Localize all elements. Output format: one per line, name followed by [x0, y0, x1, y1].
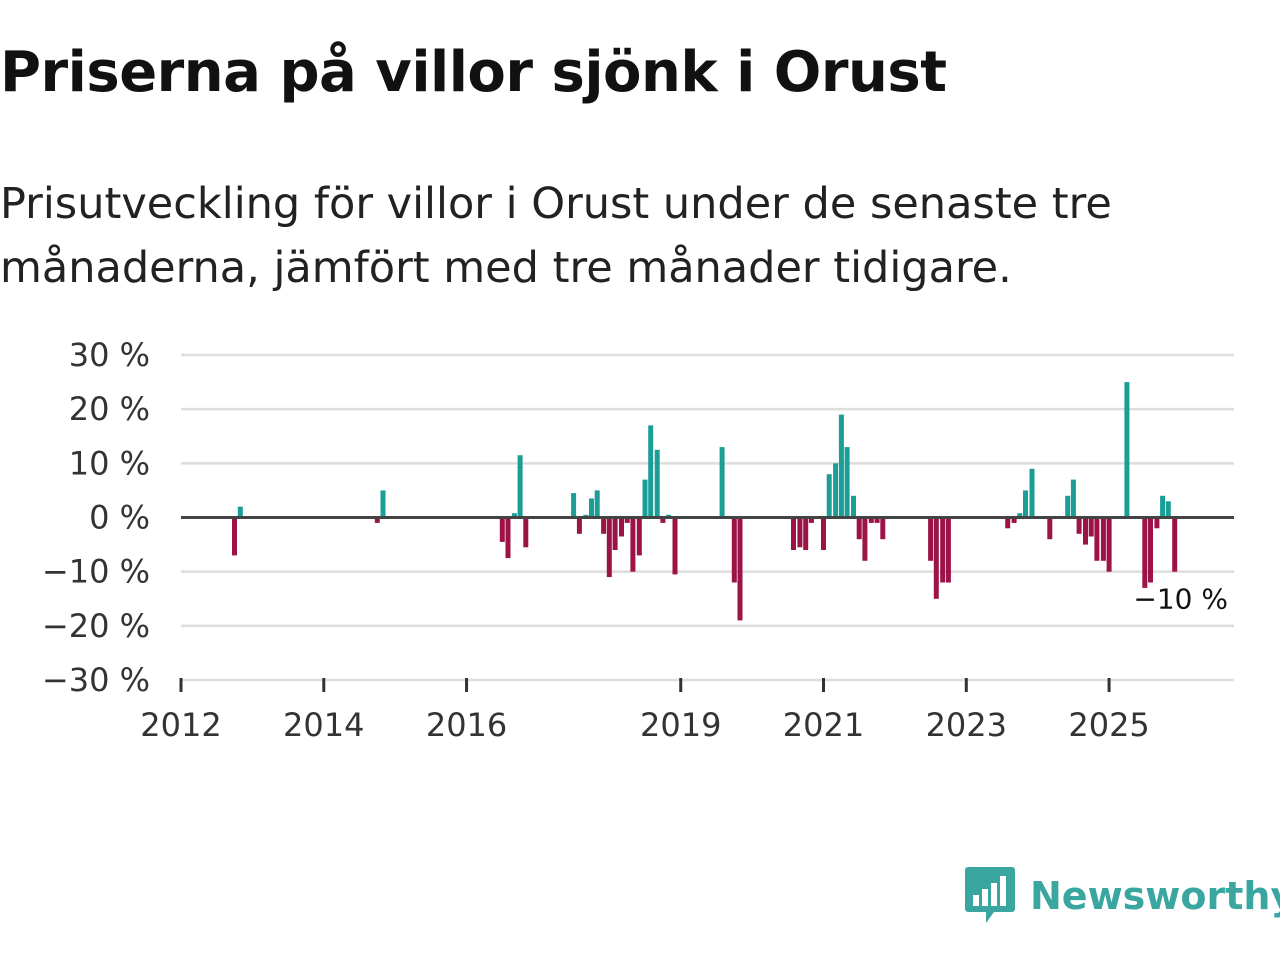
bar	[612, 517, 618, 550]
bar	[630, 517, 636, 572]
bar	[933, 517, 939, 599]
bar	[523, 517, 529, 548]
bar	[874, 517, 880, 523]
bar	[576, 517, 582, 534]
bar	[654, 449, 660, 518]
bar	[1142, 517, 1148, 588]
bar	[862, 517, 868, 561]
bar	[844, 447, 850, 518]
bar	[1100, 517, 1106, 561]
bar	[1088, 517, 1094, 537]
bar	[1005, 517, 1011, 529]
x-tick-label: 2014	[283, 706, 364, 744]
bar	[648, 425, 654, 518]
bar	[374, 517, 380, 523]
bar	[1065, 495, 1071, 518]
bar	[880, 517, 886, 540]
bar	[636, 517, 642, 556]
bar	[1017, 513, 1023, 518]
bar	[833, 463, 839, 518]
y-axis-labels: 30 % 20 % 10 % 0 % −10 % −20 % −30 %	[42, 336, 150, 699]
bar	[624, 517, 630, 523]
bar	[380, 490, 386, 518]
newsworthy-logo: Newsworthy	[964, 864, 1280, 928]
bar	[731, 517, 737, 583]
y-tick-label: −20 %	[42, 607, 150, 645]
bar	[1011, 517, 1017, 523]
x-tick-label: 2016	[426, 706, 507, 744]
y-tick-label: 10 %	[69, 444, 150, 482]
bar	[719, 447, 725, 518]
bar	[928, 517, 934, 561]
bar-chart: 30 %20 %10 %0 %−10 %−20 %−30 % 2012 2014 2…	[42, 336, 1234, 744]
bar	[737, 517, 743, 621]
y-tick-label: −10 %	[42, 553, 150, 591]
bar	[1029, 468, 1035, 518]
bar	[868, 517, 874, 523]
bar	[1172, 517, 1178, 572]
bar	[571, 493, 577, 518]
bar	[499, 517, 505, 542]
bar	[589, 498, 594, 518]
x-tick-label: 2025	[1068, 706, 1149, 744]
bar	[237, 506, 243, 518]
bar	[606, 517, 612, 578]
brand-name: Newsworthy	[1030, 874, 1280, 918]
x-tick-label: 2019	[640, 706, 721, 744]
bar	[601, 517, 607, 534]
bar	[808, 517, 814, 523]
bar	[1124, 382, 1130, 518]
bar	[1070, 479, 1076, 518]
bar	[826, 474, 832, 518]
bar	[594, 490, 600, 518]
bar	[803, 517, 809, 550]
bar	[797, 517, 803, 548]
bar	[642, 479, 648, 518]
bar	[1165, 501, 1171, 518]
bar	[945, 517, 951, 583]
bar	[856, 517, 862, 540]
x-axis: 2012 2014 2016 2019 2021 2023 2025	[140, 678, 1150, 744]
bar	[619, 517, 624, 537]
last-value-label: −10 %	[1133, 583, 1228, 616]
newsworthy-logo-icon	[965, 867, 1015, 923]
bar	[1047, 517, 1053, 540]
bar	[1076, 517, 1082, 534]
bars	[232, 382, 1178, 621]
bar	[1148, 517, 1153, 583]
y-tick-label: −30 %	[42, 661, 150, 699]
x-tick-label: 2021	[783, 706, 864, 744]
bar	[838, 414, 844, 518]
bar	[1160, 495, 1166, 518]
bar	[1106, 517, 1112, 572]
bar	[791, 517, 796, 550]
bar	[517, 455, 523, 518]
bar	[851, 495, 856, 518]
bar	[1154, 517, 1160, 529]
chart-subtitle: Prisutveckling för villor i Orust under …	[0, 179, 1112, 293]
x-tick-label: 2023	[926, 706, 1007, 744]
bar	[1094, 517, 1100, 561]
bar	[505, 517, 511, 559]
y-tick-label: 30 %	[69, 336, 150, 374]
grid-lines	[181, 353, 1234, 682]
x-tick-label: 2012	[140, 706, 221, 744]
y-tick-label: 20 %	[69, 390, 150, 428]
bar	[821, 517, 826, 550]
bar	[940, 517, 946, 583]
y-tick-label: 0 %	[89, 499, 150, 537]
bar	[660, 517, 666, 523]
bar	[1083, 517, 1088, 545]
bar	[232, 517, 237, 556]
annotations: −10 %	[1133, 583, 1228, 616]
bar	[1023, 490, 1028, 518]
chart-title: Priserna på villor sjönk i Orust	[0, 40, 947, 105]
bar	[672, 517, 678, 575]
bar	[511, 513, 517, 518]
